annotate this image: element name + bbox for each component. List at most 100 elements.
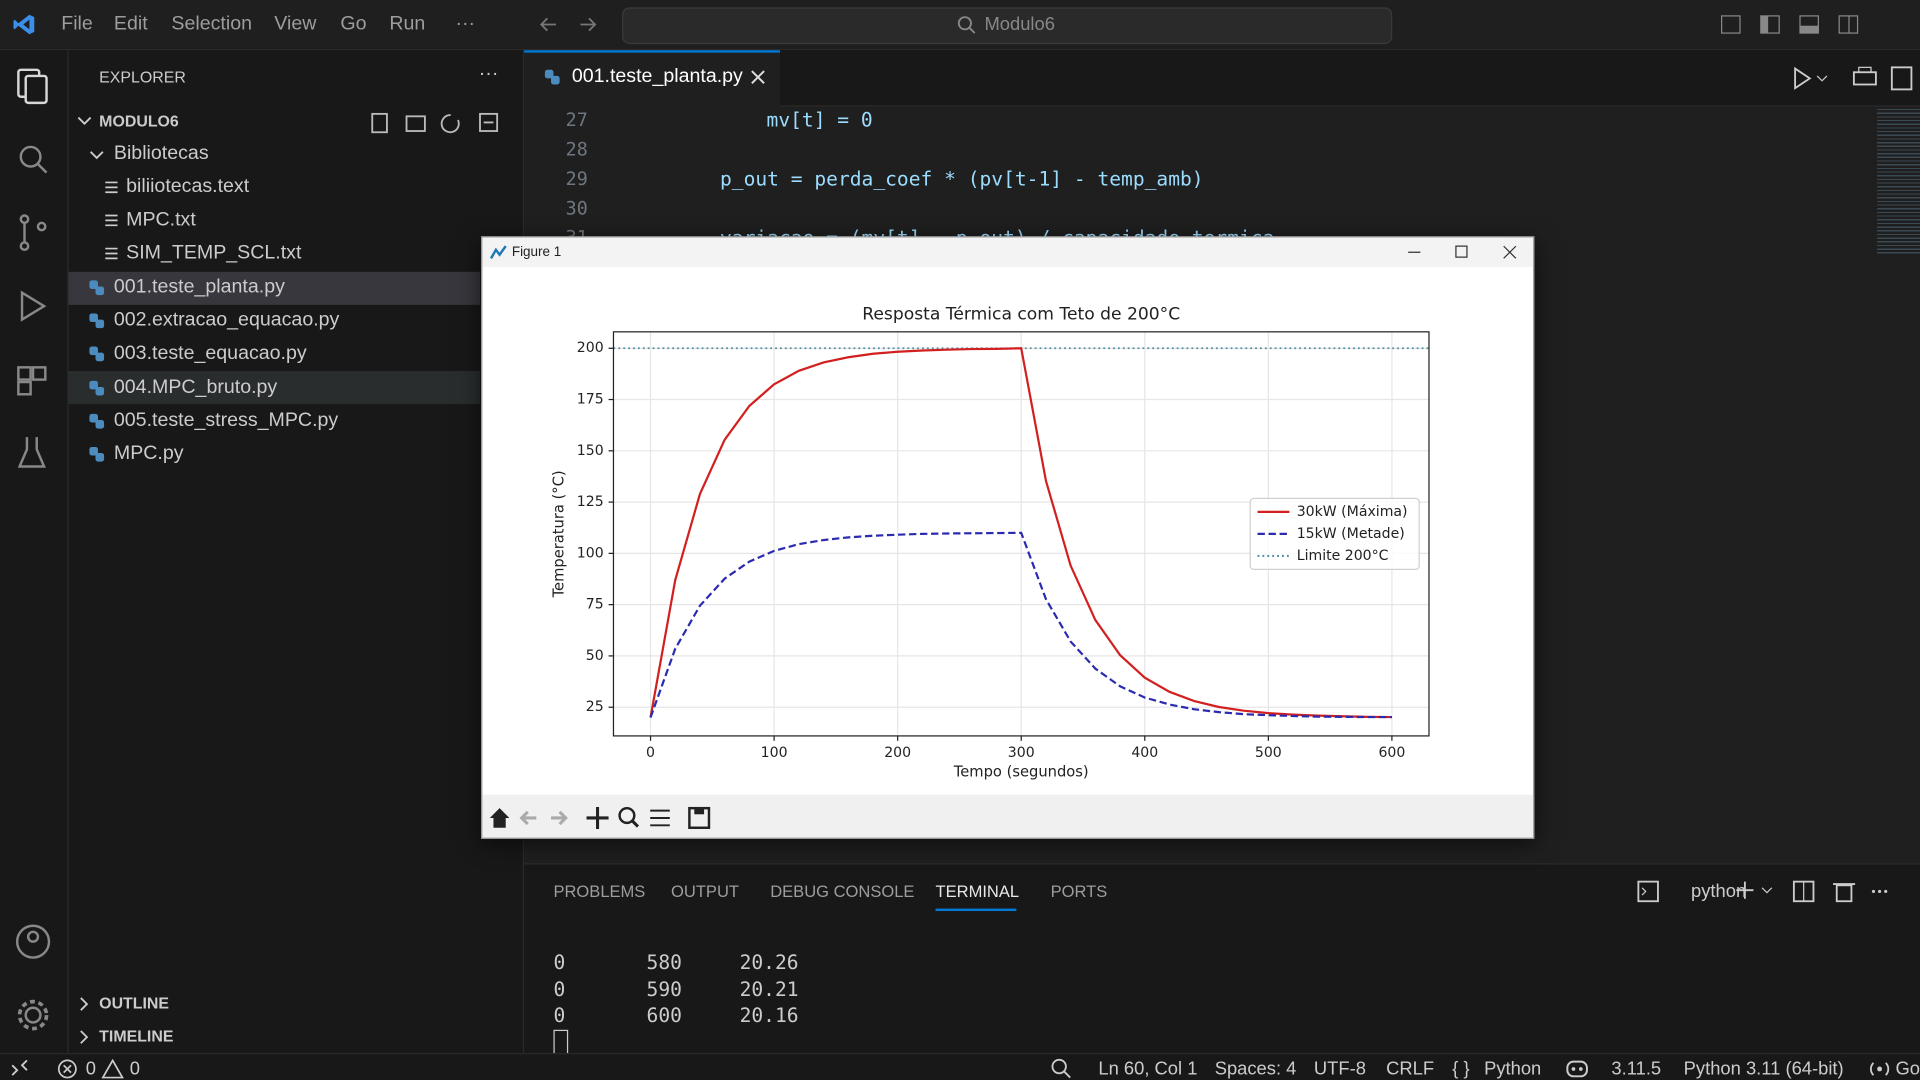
folder-name[interactable]: MODULO6 [99,112,179,131]
x-tick-label: 400 [1131,745,1158,761]
python-icon [89,446,105,462]
y-tick-label: 200 [577,340,604,356]
status-item[interactable]: CRLF [1386,1058,1435,1080]
file-name[interactable]: SIM_TEMP_SCL.txt [126,242,302,264]
panel-tab[interactable]: OUTPUT [671,882,739,901]
icon-part [89,413,98,423]
menu-item[interactable]: Run [389,13,426,35]
legend-label: 15kW (Metade) [1297,526,1405,542]
timeline-section[interactable]: TIMELINE [99,1026,174,1046]
panel-tab[interactable]: DEBUG CONSOLE [770,882,915,901]
terminal-cell: 20.26 [739,950,799,975]
status-item[interactable]: Go [1895,1058,1920,1080]
file-name[interactable]: 005.teste_stress_MPC.py [113,409,339,431]
remote-icon[interactable] [10,1058,30,1078]
status-item[interactable]: 3.11.5 [1611,1058,1662,1080]
terminal-cell: 590 [646,977,682,1001]
layout-controls [1721,15,1859,34]
tab[interactable] [524,50,781,107]
icon-part [95,353,105,362]
file-name[interactable]: biliiotecas.text [126,176,250,198]
icon-part [95,319,105,329]
x-tick-label: 500 [1255,745,1282,761]
x-tick-label: 0 [646,745,655,761]
y-tick-label: 100 [577,545,604,561]
subfolder-name[interactable]: Bibliotecas [113,143,209,165]
x-tick-label: 600 [1378,745,1405,761]
terminal-cell: 0 [553,950,566,975]
line-number: 28 [565,138,588,161]
icon-part [89,313,98,323]
menu-item[interactable]: View [274,13,317,35]
menu-item[interactable]: Selection [171,13,253,35]
zoom-icon [1051,1058,1071,1079]
app-logo [13,14,35,35]
icon-part [95,386,105,396]
icon-part [95,419,105,429]
chevron [80,1030,89,1044]
text-file-icon [105,214,118,227]
icon-part [95,453,105,462]
data-line [649,347,1392,719]
file-name[interactable]: MPC.txt [126,209,196,231]
selected-row [68,271,481,305]
file-name[interactable]: 004.MPC_bruto.py [113,376,278,398]
status-item[interactable]: Ln 60, Col 1 [1098,1058,1198,1080]
status-item[interactable]: 0 [129,1058,141,1080]
terminal-cell: 600 [646,1003,682,1027]
panel-tab[interactable]: PORTS [1050,882,1108,901]
minimap [1877,106,1920,254]
outline-section[interactable]: OUTLINE [99,993,170,1013]
status-item[interactable]: Python [1484,1058,1542,1080]
chart-title: Resposta Térmica com Teto de 200°C [862,305,1180,325]
legend-box [1249,497,1420,571]
line-number: 27 [565,108,588,132]
terminal-cell: 580 [646,950,682,975]
toolbar-icons[interactable] [487,806,720,830]
figure-window: Figure 1 [481,236,1535,839]
x-tick-label: 200 [884,745,911,761]
explorer-title: EXPLORER [99,67,186,87]
panel-tab[interactable]: PROBLEMS [553,882,646,901]
status-item[interactable]: 0 [85,1058,96,1080]
explorer-actions [371,112,499,134]
window-controls[interactable] [1401,242,1523,262]
status-item[interactable]: UTF-8 [1313,1058,1366,1080]
status-item[interactable]: Spaces: 4 [1214,1058,1297,1080]
more-actions[interactable]: ··· [478,63,499,85]
icon-part [95,286,105,296]
y-tick-label: 125 [577,494,604,510]
tab-close[interactable] [749,69,766,86]
menu-item[interactable]: File [61,13,93,35]
command-center[interactable] [622,7,1393,45]
code-line: p_out = perda_coef * (pv[t-1] - temp_amb… [720,167,1204,191]
legend-label: Limite 200°C [1297,548,1389,564]
file-name[interactable]: 001.teste_planta.py [113,276,285,298]
braces-icon: { } [1452,1058,1470,1080]
python-icon [544,69,560,85]
y-tick-label: 175 [577,392,604,408]
search-text: Modulo6 [984,14,1055,35]
terminal-cell: 0 [553,1003,566,1027]
y-tick-label: 150 [577,443,604,459]
file-name[interactable]: 002.extracao_equacao.py [113,310,340,331]
panel-actions [1736,880,1888,903]
status-item[interactable]: Python 3.11 (64-bit) [1683,1058,1844,1080]
plot-frame [612,331,1430,737]
python-icon [89,347,105,362]
menu-item[interactable]: ··· [455,13,476,35]
panel-tab[interactable]: TERMINAL [935,882,1020,901]
activity-bar [0,50,69,1054]
copilot-icon [1566,1060,1588,1078]
file-name[interactable]: 003.teste_equacao.py [113,343,307,365]
activity-icons [17,68,48,468]
status-bar: 0 0 Ln 60, Col 1 Spaces: 4 UTF-8 CRLF Python 3.… [0,1053,1920,1080]
figure-icon [489,245,507,259]
file-name[interactable]: MPC.py [113,443,184,465]
hover-row [68,371,481,405]
menu-item[interactable]: Go [340,13,367,35]
menu-item[interactable]: Edit [113,13,148,35]
shell-name[interactable]: python [1691,881,1747,902]
active-tab-underline [935,908,1017,912]
